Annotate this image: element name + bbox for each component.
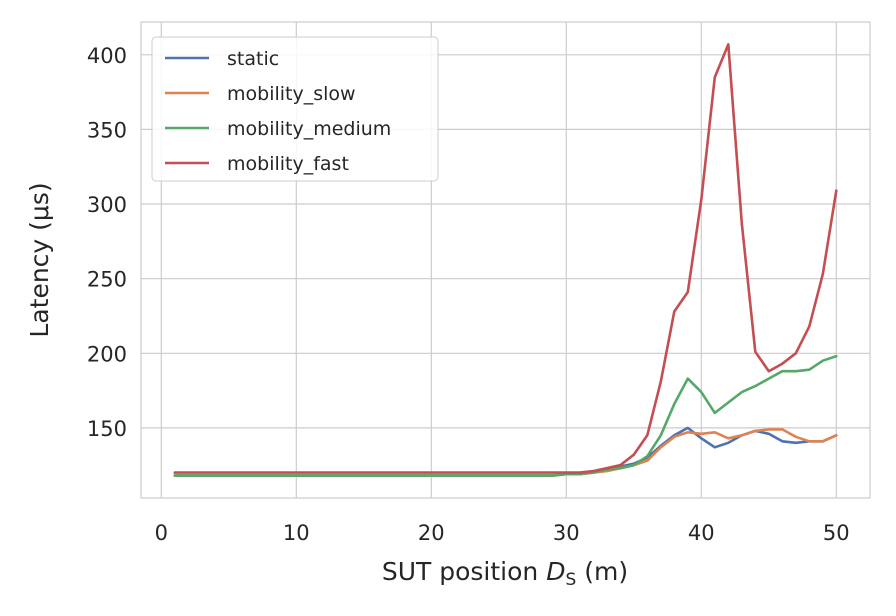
legend: static mobility_slow mobility_mediummobili…	[151, 36, 439, 182]
y-tick-label: 400	[87, 44, 127, 68]
y-tick-label: 150	[87, 417, 127, 441]
legend-entry-mobility-fast: mobility_fast	[227, 153, 349, 175]
x-tick-label: 20	[418, 521, 445, 545]
y-tick-label: 250	[87, 268, 127, 292]
x-tick-label: 10	[283, 521, 310, 545]
x-tick-label: 0	[155, 521, 168, 545]
y-tick-label: 200	[87, 342, 127, 366]
x-tick-labels: 0 10 20 30 40 50	[155, 521, 850, 545]
legend-box	[151, 36, 439, 182]
legend-entry-mobility-medium: mobility_medium	[227, 118, 391, 140]
legend-entry-mobility-slow: mobility_slow	[227, 83, 356, 105]
y-tick-label: 300	[87, 193, 127, 217]
series-line-mobility-fast	[173, 43, 838, 474]
y-tick-label: 350	[87, 118, 127, 142]
y-tick-labels: 150 200 250 300 350 400	[87, 44, 127, 441]
x-tick-label: 30	[553, 521, 580, 545]
x-tick-label: 40	[688, 521, 715, 545]
x-axis-label: SUT position DS (m)	[382, 557, 628, 590]
series-line-mobility-medium	[173, 354, 838, 477]
y-axis-label: Latency (μs)	[25, 182, 54, 337]
legend-entry-static: static	[227, 48, 279, 70]
x-tick-label: 50	[823, 521, 850, 545]
series-lines	[173, 43, 838, 477]
